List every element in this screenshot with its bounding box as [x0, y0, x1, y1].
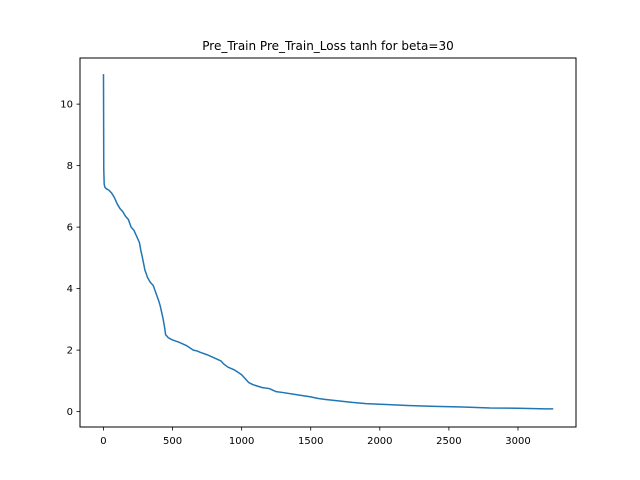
y-tick-label: 2: [67, 346, 73, 357]
series-line-0: [102, 74, 554, 410]
x-tick-label: 2000: [367, 436, 392, 447]
x-tick-label: 1500: [298, 436, 323, 447]
y-tick-label: 10: [60, 100, 73, 111]
x-tick-label: 3000: [505, 436, 530, 447]
x-tick-label: 2500: [436, 436, 461, 447]
plot-frame: [79, 57, 577, 428]
chart-title: Pre_Train Pre_Train_Loss tanh for beta=3…: [202, 39, 453, 53]
y-tick-label: 4: [67, 284, 73, 295]
y-tick-label: 8: [67, 161, 73, 172]
plot-area: [102, 74, 554, 410]
x-tick-label: 1000: [229, 436, 254, 447]
axes: 0 500 1000 1500 2000 2500 3000 0 2 4 6 8 10: [60, 100, 530, 447]
y-tick-label: 6: [67, 223, 73, 234]
x-tick-label: 0: [100, 436, 106, 447]
x-tick-label: 500: [163, 436, 182, 447]
y-tick-label: 0: [67, 407, 73, 418]
